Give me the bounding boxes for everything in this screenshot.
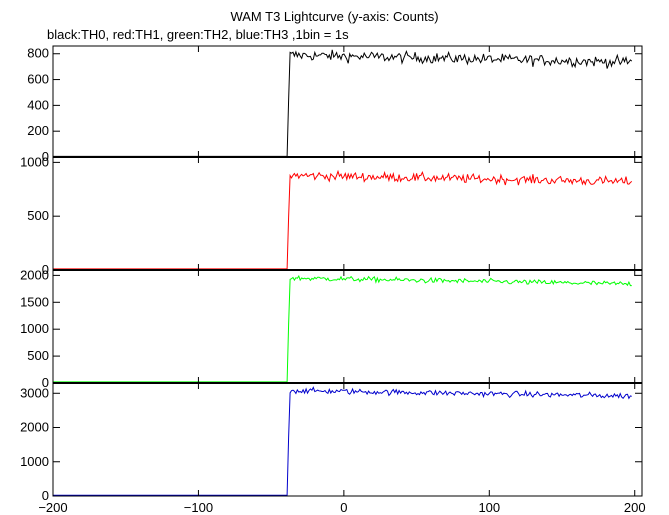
y-tick-label: 0 [42, 262, 49, 277]
y-tick-label: 1000 [20, 154, 49, 169]
panel-frame-th1 [52, 156, 643, 271]
y-tick-label: 500 [27, 208, 49, 223]
y-tick-label: 200 [27, 123, 49, 138]
chart-title: WAM T3 Lightcurve (y-axis: Counts) [230, 9, 439, 24]
x-tick-label: 200 [624, 500, 646, 515]
y-tick-label: 0 [42, 488, 49, 503]
y-tick-label: 1500 [20, 294, 49, 309]
y-tick-label: 800 [27, 46, 49, 61]
y-tick-label: 600 [27, 72, 49, 87]
y-tick-label: 0 [42, 375, 49, 390]
y-tick-label: 2000 [20, 420, 49, 435]
series-line-th2 [53, 275, 632, 383]
series-line-th0 [53, 49, 633, 157]
y-tick-label: 2000 [20, 267, 49, 282]
panel-frame-th3 [52, 382, 643, 497]
x-tick-label: −200 [38, 500, 67, 515]
y-tick-label: 1000 [20, 321, 49, 336]
y-tick-label: 1000 [20, 454, 49, 469]
chart-subtitle: black:TH0, red:TH1, green:TH2, blue:TH3 … [47, 27, 349, 42]
panel-frame-th2 [52, 269, 643, 384]
series-line-th3 [53, 386, 632, 496]
x-tick-label: 0 [340, 500, 347, 515]
y-tick-label: 3000 [20, 385, 49, 400]
series-line-th1 [53, 169, 633, 270]
x-tick-label: −100 [184, 500, 213, 515]
x-tick-label: 100 [478, 500, 500, 515]
y-tick-label: 400 [27, 97, 49, 112]
y-tick-label: 500 [27, 348, 49, 363]
y-tick-label: 0 [42, 149, 49, 164]
